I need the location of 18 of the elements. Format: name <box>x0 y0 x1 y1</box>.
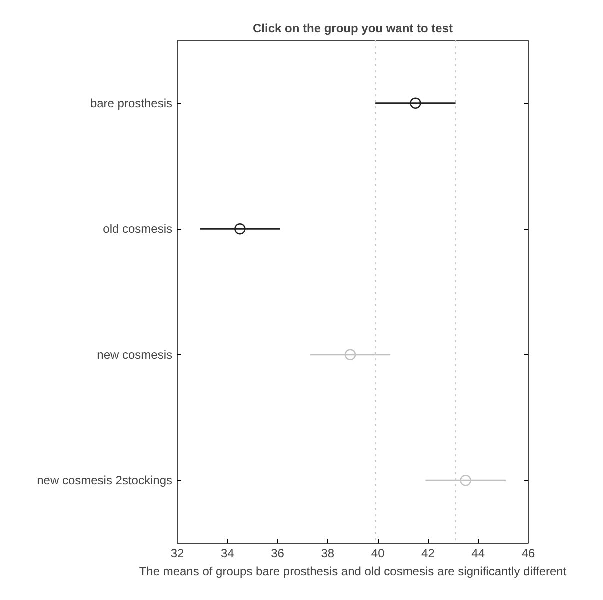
x-axis-title: The means of groups bare prosthesis and old cosmesis are significantly different <box>139 564 568 578</box>
y-tick-label: new cosmesis 2stockings <box>37 474 173 488</box>
x-tick-label: 42 <box>422 546 436 560</box>
x-tick-label: 38 <box>321 546 335 560</box>
y-tick-label: old cosmesis <box>103 222 172 236</box>
x-tick-label: 32 <box>170 546 184 560</box>
point <box>344 349 356 360</box>
point <box>234 224 246 235</box>
y-tick-label: bare prosthesis <box>90 96 173 110</box>
x-tick-label: 34 <box>220 546 235 560</box>
x-tick-label: 40 <box>371 546 386 560</box>
point <box>410 98 422 109</box>
x-tick-label: 44 <box>472 546 486 560</box>
chart-title: Click on the group you want to test <box>253 22 454 36</box>
point <box>460 475 472 486</box>
x-tick-label: 46 <box>522 546 536 560</box>
y-tick-label: new cosmesis <box>97 348 172 362</box>
x-tick-label: 36 <box>271 546 285 560</box>
